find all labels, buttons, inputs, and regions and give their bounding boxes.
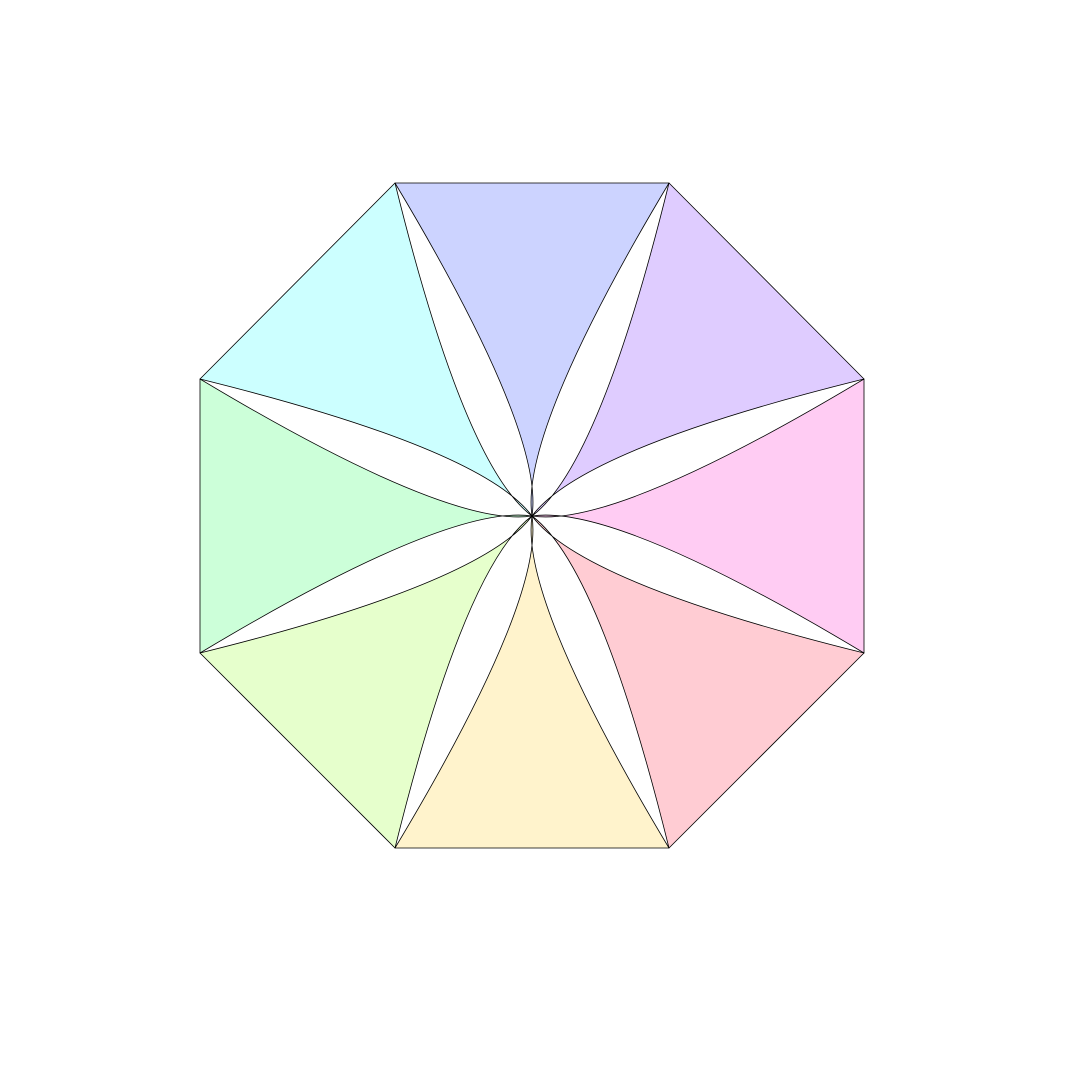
segment-group	[199, 182, 865, 849]
segment-8	[199, 182, 533, 517]
